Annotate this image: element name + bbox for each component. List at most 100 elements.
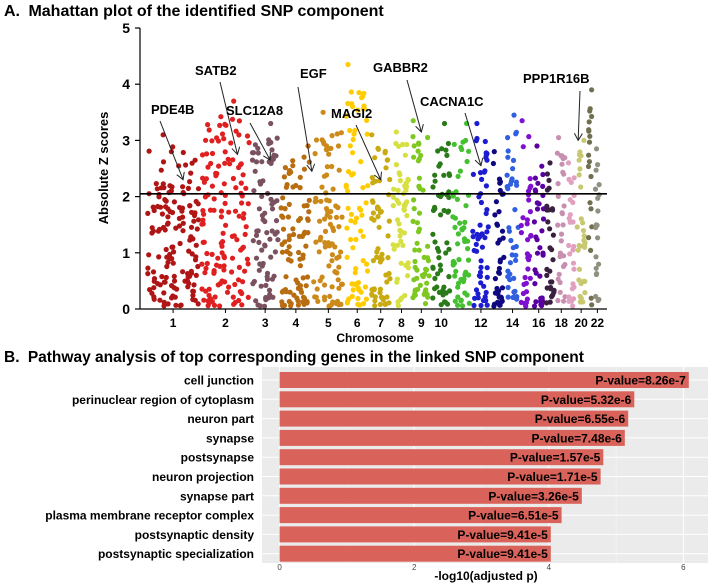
snp-point-chr19 <box>567 212 573 218</box>
snp-point-chr19 <box>566 242 572 249</box>
snp-point-chr12 <box>475 291 481 297</box>
snp-point-chr11 <box>457 168 463 174</box>
snp-point-chr7 <box>379 256 385 262</box>
snp-point-chr3 <box>255 150 261 156</box>
snp-point-chr12 <box>474 120 480 127</box>
manhattan-x-axis-label: Chromosome <box>336 331 414 345</box>
snp-point-chr7 <box>384 157 390 163</box>
snp-point-chr21 <box>587 108 593 114</box>
snp-point-chr9 <box>414 220 420 226</box>
snp-point-chr2 <box>244 133 251 139</box>
snp-point-chr3 <box>262 218 268 225</box>
snp-point-chr18 <box>559 153 565 159</box>
snp-point-chr21 <box>588 206 594 212</box>
snp-point-chr4 <box>305 217 311 223</box>
snp-point-chr10 <box>436 289 442 295</box>
snp-point-chr8 <box>397 178 403 184</box>
snp-point-chr11 <box>463 203 469 209</box>
pathway-bar <box>279 449 604 466</box>
snp-point-chr18 <box>555 193 561 199</box>
snp-point-chr14 <box>511 275 517 281</box>
snp-point-chr2 <box>236 264 242 270</box>
snp-point-chr2 <box>229 255 236 261</box>
snp-point-chr6 <box>350 287 356 293</box>
x-tick-label: 20 <box>574 316 588 330</box>
snp-point-chr17 <box>547 226 553 232</box>
snp-point-chr12 <box>473 241 479 247</box>
pathway-bar <box>279 468 601 485</box>
y-tick-label: 2 <box>122 189 130 205</box>
y-tick-label: 5 <box>122 20 130 36</box>
snp-point-chr1 <box>170 244 176 250</box>
snp-point-chr5 <box>336 285 342 291</box>
snp-point-chr12 <box>479 176 485 182</box>
snp-point-chr15 <box>525 266 531 272</box>
snp-point-chr3 <box>268 139 274 146</box>
snp-point-chr6 <box>348 89 354 95</box>
pathway-bar <box>279 545 551 562</box>
snp-point-chr15 <box>525 237 531 243</box>
snp-point-chr10 <box>432 178 438 184</box>
snp-point-chr12 <box>478 264 484 270</box>
snp-point-chr15 <box>525 192 532 198</box>
snp-point-chr1 <box>151 285 157 291</box>
snp-point-chr11 <box>452 273 458 279</box>
snp-point-chr4 <box>297 256 303 262</box>
snp-point-chr5 <box>324 212 330 218</box>
snp-point-chr17 <box>546 177 552 183</box>
snp-point-chr12 <box>478 280 484 286</box>
y-tick-label: 1 <box>122 245 130 261</box>
snp-point-chr21 <box>587 133 593 139</box>
snp-point-chr5 <box>323 190 329 196</box>
snp-point-chr8 <box>401 230 407 236</box>
x-tick-label: 4 <box>547 563 552 572</box>
snp-point-chr10 <box>432 286 438 292</box>
gene-arrowhead <box>306 163 316 173</box>
snp-point-chr6 <box>344 254 350 260</box>
snp-point-chr4 <box>290 163 296 169</box>
snp-point-chr7 <box>375 145 381 151</box>
snp-point-chr11 <box>452 215 458 221</box>
snp-point-chr15 <box>518 299 524 305</box>
snp-point-chr6 <box>363 200 369 206</box>
snp-point-chr1 <box>157 297 163 303</box>
snp-point-chr7 <box>387 276 393 282</box>
snp-point-chr19 <box>571 243 577 250</box>
snp-point-chr15 <box>521 281 527 287</box>
snp-point-chr5 <box>332 269 338 275</box>
snp-point-chr21 <box>585 163 592 170</box>
snp-point-chr10 <box>444 152 450 158</box>
snp-point-chr16 <box>534 237 540 243</box>
snp-point-chr6 <box>360 185 366 191</box>
snp-point-chr2 <box>230 294 236 300</box>
snp-point-chr7 <box>387 176 393 183</box>
snp-point-chr11 <box>463 137 469 144</box>
snp-point-chr8 <box>391 246 397 252</box>
snp-point-chr13 <box>494 221 500 227</box>
snp-point-chr13 <box>497 237 503 243</box>
snp-point-chr20 <box>580 220 586 226</box>
snp-point-chr19 <box>571 266 577 272</box>
snp-point-chr7 <box>369 292 375 298</box>
snp-point-chr8 <box>405 273 411 279</box>
snp-point-chr6 <box>363 296 369 302</box>
snp-point-chr3 <box>254 228 260 234</box>
snp-point-chr10 <box>430 231 436 237</box>
snp-point-chr20 <box>576 277 582 283</box>
snp-point-chr8 <box>404 213 410 219</box>
snp-point-chr7 <box>382 148 388 154</box>
snp-point-chr8 <box>394 217 401 223</box>
snp-point-chr8 <box>390 194 397 200</box>
snp-point-chr14 <box>512 288 518 294</box>
gene-label: GABBR2 <box>373 60 428 75</box>
snp-point-chr11 <box>463 269 469 275</box>
snp-point-chr1 <box>180 149 186 156</box>
snp-point-chr3 <box>253 159 260 165</box>
snp-point-chr1 <box>160 224 167 231</box>
snp-point-chr20 <box>581 237 587 243</box>
snp-point-chr22 <box>594 222 600 228</box>
snp-point-chr15 <box>526 197 532 203</box>
snp-point-chr4 <box>291 231 297 238</box>
svg-text:B. Pathway analysis of t: B. Pathway analysis of top corresponding… <box>4 349 584 366</box>
x-tick-label: 6 <box>354 316 361 330</box>
